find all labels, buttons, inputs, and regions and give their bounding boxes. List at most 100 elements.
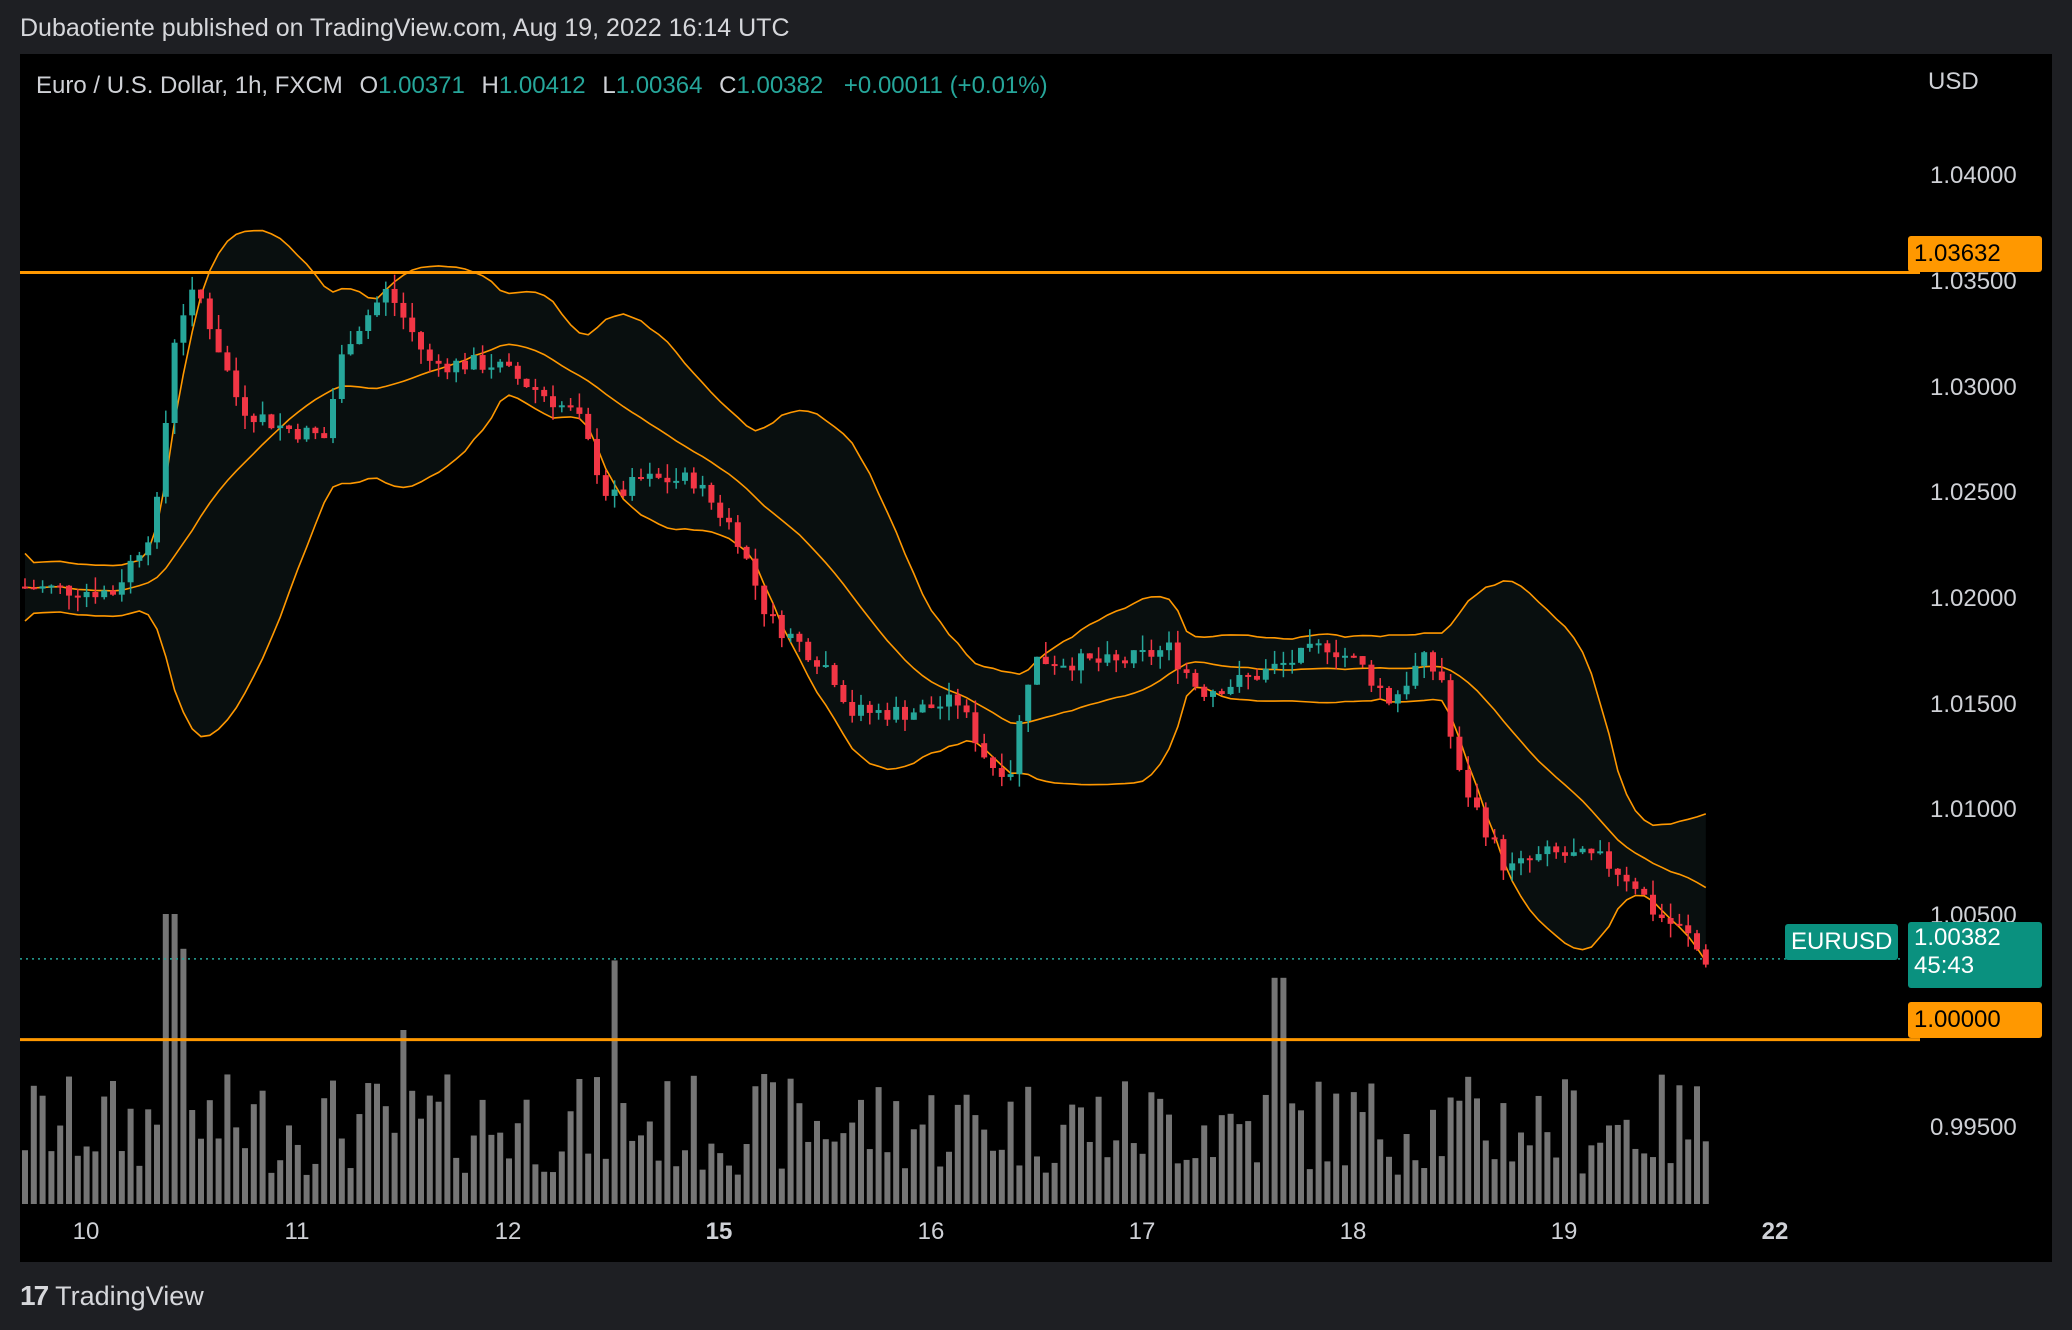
volume-bar bbox=[743, 1144, 750, 1204]
volume-bar bbox=[1192, 1158, 1199, 1204]
candle-body bbox=[1060, 665, 1067, 668]
candle-body bbox=[805, 641, 812, 661]
volume-bar bbox=[1130, 1143, 1137, 1204]
volume-bar bbox=[1438, 1156, 1445, 1204]
bollinger-upper bbox=[24, 229, 1707, 827]
candle-body bbox=[1254, 675, 1260, 680]
volume-bar bbox=[224, 1074, 231, 1204]
level-tag-upper[interactable]: 1.03632 bbox=[1908, 236, 2042, 272]
candle-body bbox=[928, 704, 935, 709]
candle-body bbox=[1262, 668, 1269, 680]
time-tick: 12 bbox=[494, 1218, 522, 1245]
volume-bar bbox=[1509, 1161, 1516, 1204]
volume-bar bbox=[1606, 1125, 1612, 1204]
candle-body bbox=[1535, 854, 1542, 861]
candle-body bbox=[418, 332, 424, 350]
volume-bar bbox=[92, 1151, 99, 1204]
volume-bar bbox=[620, 1103, 627, 1204]
price-chart[interactable] bbox=[20, 54, 2052, 1262]
volume-bar bbox=[629, 1140, 636, 1204]
volume-bar bbox=[347, 1168, 354, 1204]
candle-body bbox=[215, 329, 222, 353]
published-by-text: Dubaotiente published on TradingView.com… bbox=[20, 14, 790, 42]
candle-body bbox=[233, 370, 240, 398]
candle-body bbox=[1342, 655, 1348, 658]
volume-bar bbox=[946, 1151, 952, 1204]
volume-bar bbox=[1166, 1114, 1172, 1204]
candle-body bbox=[382, 288, 389, 303]
legend-title: Euro / U.S. Dollar, 1h, FXCM bbox=[36, 72, 343, 99]
volume-bar bbox=[919, 1124, 926, 1204]
candle-body bbox=[1474, 797, 1480, 808]
candle-body bbox=[523, 378, 530, 388]
candle-body bbox=[814, 660, 820, 667]
volume-bar bbox=[602, 1158, 609, 1204]
volume-bar bbox=[101, 1096, 108, 1204]
volume-bar bbox=[778, 1168, 785, 1204]
footer-brand[interactable]: 17 TradingView bbox=[20, 1278, 204, 1314]
volume-bar bbox=[1324, 1161, 1331, 1204]
volume-bar bbox=[893, 1101, 900, 1204]
candle-body bbox=[1491, 837, 1498, 840]
candle-body bbox=[1685, 925, 1692, 934]
candle-body bbox=[620, 489, 627, 496]
volume-bar bbox=[453, 1157, 460, 1204]
last-price-tag[interactable]: 1.00382 45:43 bbox=[1908, 922, 2042, 988]
candle-body bbox=[1667, 918, 1674, 924]
volume-bar bbox=[1377, 1139, 1384, 1204]
volume-bar bbox=[250, 1104, 257, 1204]
candle-body bbox=[1702, 949, 1709, 965]
candle-body bbox=[321, 433, 328, 439]
chart-pane[interactable]: Euro / U.S. Dollar, 1h, FXCM O1.00371 H1… bbox=[20, 54, 2052, 1262]
candle-body bbox=[655, 473, 662, 478]
candle-body bbox=[1544, 846, 1551, 855]
volume-bar bbox=[734, 1174, 741, 1204]
volume-bar bbox=[1148, 1092, 1155, 1204]
candle-body bbox=[594, 438, 600, 476]
candle-body bbox=[206, 298, 213, 330]
candle-body bbox=[1412, 665, 1419, 686]
volume-bar bbox=[1544, 1132, 1551, 1204]
candle-body bbox=[1456, 736, 1463, 770]
candle-body bbox=[1315, 643, 1322, 646]
candle-body bbox=[840, 684, 847, 703]
volume-bar bbox=[937, 1166, 944, 1204]
candle-body bbox=[1245, 674, 1252, 677]
volume-bar bbox=[488, 1134, 495, 1204]
volume-bar bbox=[717, 1153, 724, 1204]
volume-bar bbox=[1553, 1157, 1560, 1204]
volume-bar bbox=[1614, 1124, 1621, 1204]
volume-bar bbox=[1333, 1093, 1340, 1204]
candle-body bbox=[638, 477, 644, 480]
candle-body bbox=[541, 389, 548, 397]
volume-bar bbox=[1078, 1107, 1084, 1204]
symbol-legend[interactable]: Euro / U.S. Dollar, 1h, FXCM O1.00371 H1… bbox=[36, 72, 1048, 100]
symbol-price-tag[interactable]: EURUSD bbox=[1785, 924, 1899, 960]
volume-bar bbox=[1007, 1101, 1014, 1204]
candle-body bbox=[268, 414, 275, 429]
volume-bar bbox=[638, 1135, 644, 1204]
volume-bar bbox=[1474, 1098, 1480, 1204]
candle-body bbox=[893, 706, 900, 720]
candle-body bbox=[1482, 807, 1489, 838]
candle-body bbox=[453, 360, 460, 373]
volume-bar bbox=[321, 1098, 328, 1204]
volume-bar bbox=[523, 1099, 530, 1204]
volume-bar bbox=[1069, 1104, 1076, 1204]
candle-body bbox=[1359, 656, 1366, 665]
candle-body bbox=[717, 502, 724, 518]
level-tag-lower[interactable]: 1.00000 bbox=[1908, 1002, 2042, 1038]
candle-body bbox=[1465, 769, 1472, 798]
volume-bar bbox=[558, 1151, 565, 1204]
legend-low-label: L bbox=[602, 72, 616, 99]
candle-body bbox=[110, 590, 116, 595]
bollinger-bands bbox=[24, 229, 1707, 962]
volume-bar bbox=[884, 1152, 891, 1204]
price-tick: 1.04000 bbox=[1930, 162, 2017, 189]
candle-body bbox=[1526, 858, 1533, 861]
candle-body bbox=[426, 349, 433, 361]
candle-body bbox=[734, 522, 741, 547]
candle-body bbox=[1368, 664, 1375, 686]
volume-bar bbox=[1245, 1121, 1252, 1204]
candle-body bbox=[1588, 848, 1595, 854]
